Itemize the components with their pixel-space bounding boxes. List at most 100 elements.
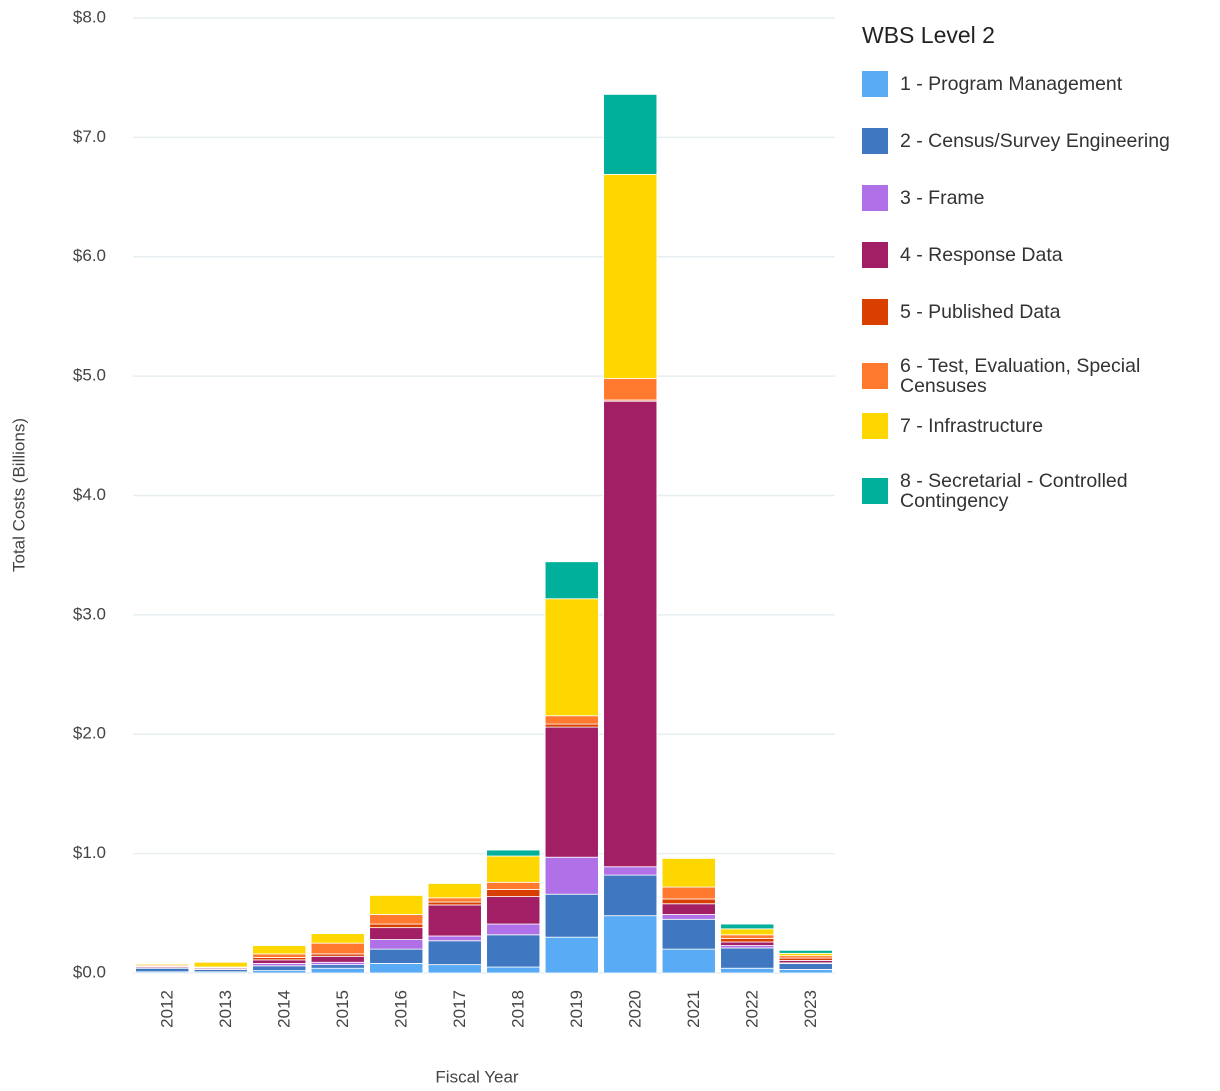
legend-swatch [862, 363, 888, 389]
x-tick-label: 2023 [801, 990, 820, 1028]
bar-segment [603, 378, 658, 401]
bar-segment [369, 895, 424, 915]
legend-label: 6 - Test, Evaluation, Special Censuses [900, 355, 1141, 397]
bar-segment [544, 723, 599, 728]
legend-label: 8 - Secretarial - Controlled Contingency [900, 470, 1128, 512]
bar-segment [661, 918, 716, 950]
bar-segment [486, 881, 541, 890]
bar-segment [486, 896, 541, 925]
bar-segment [369, 948, 424, 964]
bar-segment [544, 561, 599, 600]
bar-segment [427, 935, 482, 942]
bar-segment [310, 933, 365, 944]
bar-segment [544, 715, 599, 725]
bar-segment [603, 915, 658, 974]
bar-segment [544, 856, 599, 895]
legend-item: 7 - Infrastructure [862, 413, 1212, 439]
legend-item: 3 - Frame [862, 185, 1212, 211]
x-tick-label: 2016 [392, 990, 411, 1028]
x-tick-label: 2020 [626, 990, 645, 1028]
bar-segment [369, 923, 424, 929]
bar-segment [310, 942, 365, 955]
bar-segment [369, 914, 424, 925]
bar-segment [369, 927, 424, 940]
legend-title: WBS Level 2 [862, 22, 995, 48]
bar-segment [603, 173, 658, 379]
legend-item: 8 - Secretarial - Controlled Contingency [862, 471, 1212, 511]
bar-segment [720, 923, 775, 930]
legend-label: 2 - Census/Survey Engineering [900, 130, 1170, 152]
x-tick-label: 2018 [509, 990, 528, 1028]
y-axis-title: Total Costs (Billions) [9, 418, 28, 572]
bar-segment [661, 898, 716, 905]
y-tick-label: $8.0 [73, 7, 106, 26]
legend-label: 3 - Frame [900, 187, 985, 209]
bar-segment [486, 923, 541, 936]
bar-segment [544, 726, 599, 858]
bar-segment [310, 955, 365, 963]
legend-label: 7 - Infrastructure [900, 415, 1044, 437]
bar-segment [603, 400, 658, 868]
bar-segment [252, 959, 307, 964]
bar-segment [720, 934, 775, 939]
legend-swatch [862, 413, 888, 439]
bar-segment [486, 855, 541, 883]
legend-label: 1 - Program Management [900, 73, 1123, 95]
bar-segment [310, 967, 365, 974]
y-tick-label: $1.0 [73, 843, 106, 862]
bar-segment [193, 961, 248, 968]
x-tick-label: 2021 [684, 990, 703, 1028]
bar-segment [427, 904, 482, 937]
bar-segment [252, 945, 307, 955]
legend-swatch [862, 128, 888, 154]
y-tick-label: $6.0 [73, 246, 106, 265]
x-tick-label: 2015 [333, 990, 352, 1028]
bar-segment [544, 936, 599, 974]
bar-segment [661, 903, 716, 915]
x-tick-label: 2022 [743, 990, 762, 1028]
y-tick-label: $7.0 [73, 127, 106, 146]
bar-segment [369, 963, 424, 974]
bar-segment [720, 928, 775, 936]
bar-segment [661, 886, 716, 900]
bar-segment [486, 966, 541, 974]
bar-segment [252, 965, 307, 972]
bar-segment [427, 897, 482, 903]
bar-segment [720, 967, 775, 974]
legend-item: 5 - Published Data [862, 299, 1212, 325]
bar-segment [427, 940, 482, 966]
legend-item: 6 - Test, Evaluation, Special Censuses [862, 356, 1212, 396]
x-tick-label: 2019 [567, 990, 586, 1028]
bar-segment [720, 941, 775, 946]
bar-segment [603, 866, 658, 876]
bar-segment [720, 937, 775, 943]
bar-segment [544, 598, 599, 717]
y-tick-label: $2.0 [73, 724, 106, 743]
legend-swatch [862, 478, 888, 504]
x-tick-label: 2013 [216, 990, 235, 1028]
bar-segment [603, 94, 658, 175]
legend-label: 4 - Response Data [900, 244, 1063, 266]
x-tick-label: 2012 [158, 990, 177, 1028]
bar-segment [252, 953, 307, 958]
bar-segment [427, 901, 482, 906]
legend-item: 2 - Census/Survey Engineering [862, 128, 1212, 154]
y-tick-label: $3.0 [73, 604, 106, 623]
bar-segment [778, 963, 833, 970]
y-tick-label: $4.0 [73, 485, 106, 504]
bar-segment [486, 889, 541, 897]
bar-segment [603, 874, 658, 917]
y-tick-label: $5.0 [73, 366, 106, 385]
legend-item: 4 - Response Data [862, 242, 1212, 268]
bar-segment [427, 964, 482, 974]
bar-segment [135, 967, 190, 973]
bar-segment [720, 947, 775, 969]
bar-segment [661, 858, 716, 888]
bar-segment [427, 883, 482, 899]
bar-segment [661, 948, 716, 974]
bar-segment [778, 969, 833, 974]
legend-swatch [862, 242, 888, 268]
legend-label: 5 - Published Data [900, 301, 1061, 323]
bar-segment [369, 939, 424, 950]
